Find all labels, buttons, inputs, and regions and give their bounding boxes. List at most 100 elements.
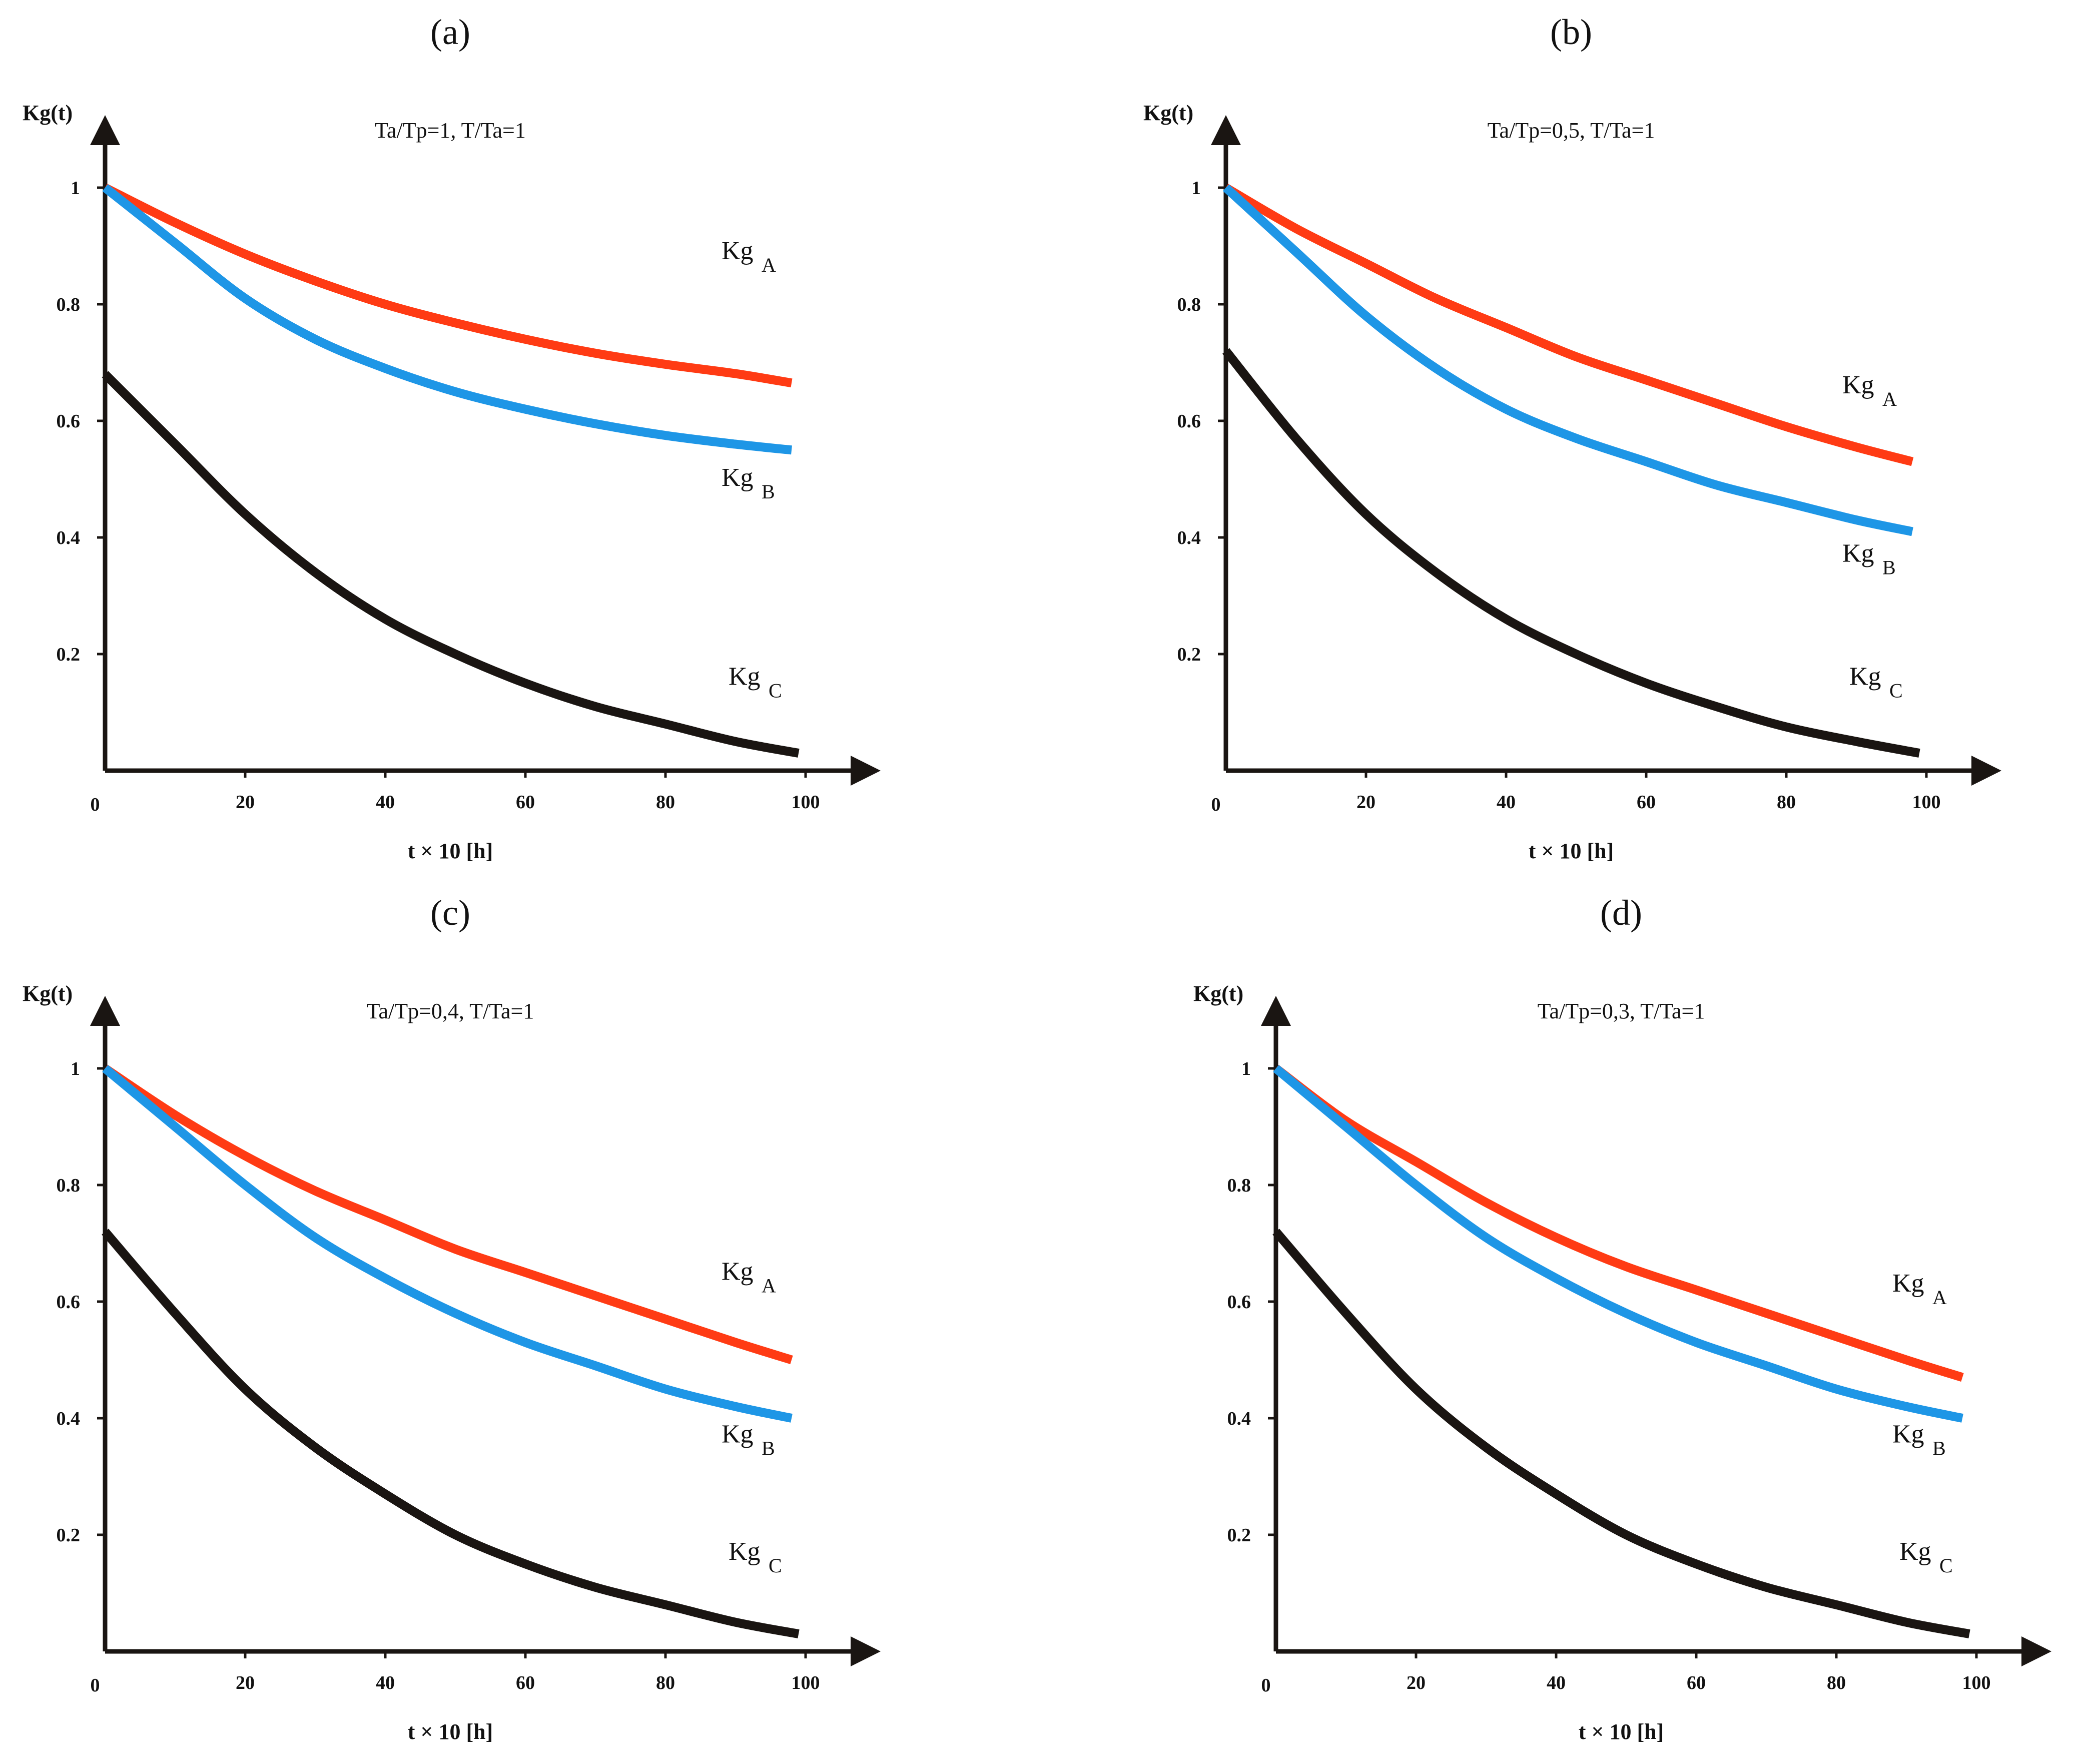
y-tick-label: 0.4 [1177, 527, 1201, 548]
x-tick-label: 20 [236, 792, 255, 813]
y-tick-label: 0.2 [1177, 644, 1201, 665]
x-axis-label: t × 10 [h] [408, 839, 493, 863]
y-tick-label: 0.8 [57, 1175, 81, 1196]
chart-title-b: Ta/Tp=0,5, T/Ta=1 [1488, 118, 1655, 143]
x-tick-label: 60 [516, 1672, 535, 1693]
x-tick-label: 60 [1687, 1672, 1706, 1693]
x-axis-arrow [851, 756, 881, 786]
chart-panel-d: (d) Ta/Tp=0,3, T/Ta=1 Kg(t) 0.2 0.4 0.6 0.8 1 0 2… [1171, 881, 2071, 1764]
x-axis-arrow [2021, 1636, 2051, 1666]
panel-label-c: (c) [430, 893, 470, 933]
x-tick-label: 40 [376, 1672, 395, 1693]
y-tick-label: 0.8 [1227, 1175, 1251, 1196]
x-axis-label: t × 10 [h] [1579, 1719, 1664, 1744]
series-line-kg-a [103, 1064, 793, 1365]
x-tick-label: 20 [1407, 1672, 1426, 1693]
series-line-kg-a [1223, 184, 1914, 466]
x-tick-label: 40 [376, 792, 395, 813]
series-label-sub-a: A [762, 254, 776, 276]
series-line-kg-c [102, 371, 800, 758]
panel-label-d: (d) [1600, 893, 1642, 933]
series-label-sub-a: A [1932, 1286, 1947, 1309]
series-label-sub-b: B [1882, 556, 1896, 578]
x-tick-label: 60 [1637, 792, 1656, 813]
y-axis-arrow [90, 996, 120, 1026]
series-label-sub-c: C [769, 680, 782, 702]
series-line-kg-b [1222, 184, 1913, 536]
y-tick-label: 0.8 [1177, 294, 1201, 315]
x-tick-label: 40 [1547, 1672, 1566, 1693]
panel-label-b: (b) [1550, 12, 1592, 52]
x-tick-label: 100 [1912, 792, 1941, 813]
series-label-kg-a: Kg [722, 1258, 754, 1286]
chart-title-c: Ta/Tp=0,4, T/Ta=1 [367, 999, 534, 1023]
series-label-sub-b: B [762, 1437, 775, 1459]
series-label-kg-b: Kg [722, 463, 754, 492]
x-tick-label: 80 [656, 1672, 675, 1693]
series-label-kg-a: Kg [722, 237, 754, 265]
y-axis-arrow [90, 115, 120, 145]
series-line-kg-b [102, 184, 792, 455]
chart-svg-d: (d) Ta/Tp=0,3, T/Ta=1 Kg(t) 0.2 0.4 0.6 0.8 1 0 2… [1193, 893, 2051, 1744]
x-tick-label: 20 [236, 1672, 255, 1693]
y-tick-label: 0.4 [1227, 1408, 1251, 1429]
series-label-kg-c: Kg [729, 663, 761, 691]
chart-svg-a: (a) Ta/Tp=1, T/Ta=1 Kg(t) 0.2 0.4 0.6 0.8 1 0 20 4… [23, 12, 881, 863]
x-origin-label: 0 [91, 1675, 100, 1696]
series-label-kg-b: Kg [1842, 539, 1874, 567]
series-label-sub-b: B [762, 480, 775, 503]
chart-panel-c: (c) Ta/Tp=0,4, T/Ta=1 Kg(t) 0.2 0.4 0.6 0.8 1 0 2… [0, 881, 901, 1764]
y-tick-label: 1 [71, 1058, 80, 1079]
series-line-kg-a [103, 183, 793, 388]
series-label-sub-b: B [1932, 1437, 1946, 1459]
y-tick-label: 1 [1191, 178, 1201, 199]
y-tick-label: 1 [1241, 1058, 1251, 1079]
series-label-sub-c: C [1939, 1554, 1953, 1577]
chart-title-d: Ta/Tp=0,3, T/Ta=1 [1538, 999, 1705, 1023]
x-tick-label: 80 [1827, 1672, 1846, 1693]
y-tick-label: 0.6 [57, 1292, 81, 1313]
y-tick-label: 0.2 [57, 1525, 81, 1546]
x-tick-label: 100 [792, 1672, 820, 1693]
x-axis-arrow [1971, 756, 2001, 786]
y-axis-label: Kg(t) [1193, 981, 1243, 1006]
x-tick-label: 100 [792, 792, 820, 813]
chart-svg-b: (b) Ta/Tp=0,5, T/Ta=1 Kg(t) 0.2 0.4 0.6 0.8 1 0 2… [1143, 12, 2001, 863]
y-axis-label: Kg(t) [1143, 101, 1193, 125]
chart-panel-b: (b) Ta/Tp=0,5, T/Ta=1 Kg(t) 0.2 0.4 0.6 0.8 1 0 2… [1121, 0, 2021, 883]
panel-label-a: (a) [430, 12, 470, 52]
y-axis-label: Kg(t) [23, 981, 73, 1006]
y-tick-label: 0.8 [57, 294, 81, 315]
series-label-kg-c: Kg [1849, 663, 1881, 691]
y-axis-arrow [1261, 996, 1291, 1026]
chart-panel-a: (a) Ta/Tp=1, T/Ta=1 Kg(t) 0.2 0.4 0.6 0.8 1 0 20 4… [0, 0, 901, 883]
series-label-kg-b: Kg [722, 1420, 754, 1448]
y-tick-label: 0.4 [57, 1408, 81, 1429]
series-label-kg-b: Kg [1892, 1420, 1924, 1448]
y-axis-arrow [1211, 115, 1241, 145]
y-tick-label: 0.4 [57, 527, 81, 548]
series-line-kg-b [1273, 1065, 1963, 1423]
y-tick-label: 1 [71, 178, 80, 199]
series-line-kg-c [1272, 1229, 1970, 1638]
y-tick-label: 0.6 [57, 411, 81, 432]
chart-title-a: Ta/Tp=1, T/Ta=1 [375, 118, 526, 143]
x-tick-label: 40 [1497, 792, 1516, 813]
chart-svg-c: (c) Ta/Tp=0,4, T/Ta=1 Kg(t) 0.2 0.4 0.6 0.8 1 0 2… [23, 893, 881, 1744]
series-label-kg-c: Kg [1899, 1537, 1931, 1566]
series-line-kg-c [1222, 348, 1920, 758]
x-tick-label: 60 [516, 792, 535, 813]
x-origin-label: 0 [91, 794, 100, 815]
series-line-kg-c [102, 1229, 800, 1638]
series-label-sub-a: A [1882, 388, 1897, 410]
x-axis-label: t × 10 [h] [408, 1719, 493, 1744]
series-label-kg-a: Kg [1842, 371, 1874, 399]
x-axis-label: t × 10 [h] [1529, 839, 1614, 863]
x-tick-label: 80 [1777, 792, 1796, 813]
y-tick-label: 0.6 [1227, 1292, 1251, 1313]
y-tick-label: 0.6 [1177, 411, 1201, 432]
series-label-sub-c: C [769, 1554, 782, 1577]
x-tick-label: 20 [1356, 792, 1375, 813]
y-axis-label: Kg(t) [23, 101, 73, 125]
series-label-kg-c: Kg [729, 1537, 761, 1566]
